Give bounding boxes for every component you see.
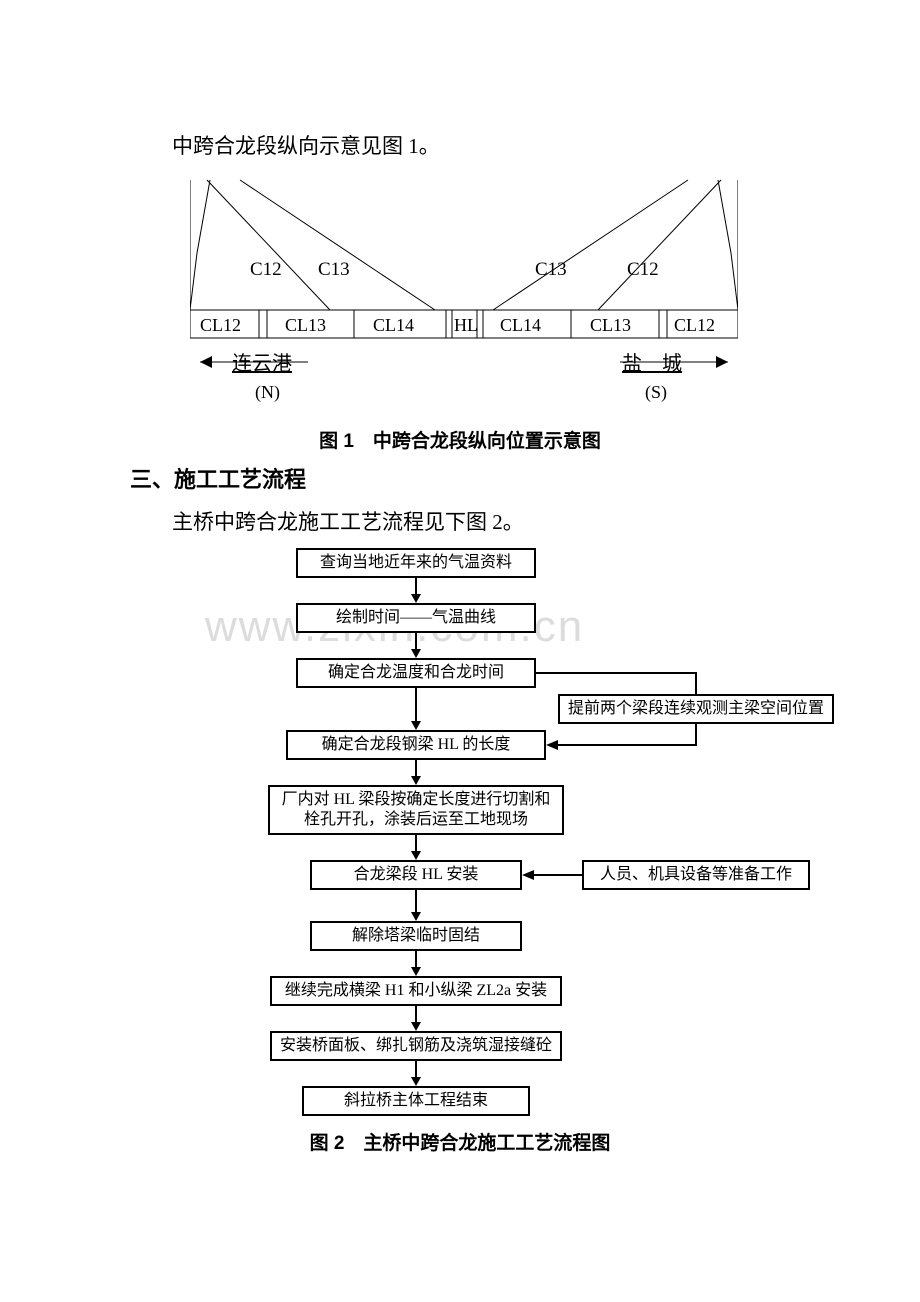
arrow-8-9 (410, 1006, 422, 1031)
fc-box-7: 解除塔梁临时固结 (310, 921, 522, 951)
fc-box-1: 查询当地近年来的气温资料 (296, 548, 536, 578)
caption-figure-2: 图 2 主桥中跨合龙施工工艺流程图 (0, 1128, 920, 1155)
arrow-9-10 (410, 1061, 422, 1086)
fc-box-10: 斜拉桥主体工程结束 (302, 1086, 530, 1116)
flowchart: 查询当地近年来的气温资料 绘制时间——气温曲线 确定合龙温度和合龙时间 确定合龙… (0, 548, 920, 1168)
arrow-2-3 (410, 633, 422, 658)
page: 中跨合龙段纵向示意见图 1。 C12 C13 C13 C12 (0, 0, 920, 1302)
diagram1-cell-4: CL14 (500, 315, 541, 335)
diagram1-cell-2: CL14 (373, 315, 414, 335)
arrow-6-7 (410, 890, 422, 921)
diagram-1: C12 C13 C13 C12 CL12 CL13 CL14 HL CL14 C… (190, 170, 738, 415)
arrow-5-6 (410, 835, 422, 860)
diagram1-cell-3: HL (454, 315, 478, 335)
paragraph-intro-2: 主桥中跨合龙施工工艺流程见下图 2。 (130, 504, 790, 542)
caption-figure-1: 图 1 中跨合龙段纵向位置示意图 (0, 426, 920, 453)
fc-box-8: 继续完成横梁 H1 和小纵梁 ZL2a 安装 (270, 976, 562, 1006)
diagram1-toplabel-3: C12 (627, 259, 659, 280)
diagram1-toplabel-1: C13 (318, 259, 350, 280)
fc-box-6: 合龙梁段 HL 安装 (310, 860, 522, 890)
diagram1-cell-1: CL13 (285, 315, 326, 335)
fc-side-2: 人员、机具设备等准备工作 (582, 860, 810, 890)
fc-box-4: 确定合龙段钢梁 HL 的长度 (286, 730, 546, 760)
arrow-3-4 (410, 688, 422, 730)
fc-box-5: 厂内对 HL 梁段按确定长度进行切割和栓孔开孔，涂装后运至工地现场 (268, 785, 564, 835)
fc-box-2: 绘制时间——气温曲线 (296, 603, 536, 633)
diagram1-left-name: 连云港 (232, 352, 292, 375)
fc-box-3: 确定合龙温度和合龙时间 (296, 658, 536, 688)
diagram1-right-name: 盐 城 (622, 352, 682, 375)
arrow-4-5 (410, 760, 422, 785)
arrow-7-8 (410, 951, 422, 976)
diagram1-right-code: (S) (645, 382, 667, 403)
diagram1-cell-0: CL12 (200, 315, 241, 335)
diagram1-cell-5: CL13 (590, 315, 631, 335)
fc-box-9: 安装桥面板、绑扎钢筋及浇筑湿接缝砼 (270, 1031, 562, 1061)
diagram1-left-code: (N) (255, 382, 280, 403)
paragraph-intro-1: 中跨合龙段纵向示意见图 1。 (130, 128, 790, 166)
arrow-1-2 (410, 578, 422, 603)
fc-side-1: 提前两个梁段连续观测主梁空间位置 (558, 694, 834, 724)
diagram1-toplabel-0: C12 (250, 259, 282, 280)
diagram1-toplabel-2: C13 (535, 259, 567, 280)
connector-side2 (522, 868, 582, 882)
diagram1-cell-6: CL12 (674, 315, 715, 335)
heading-section-3: 三、施工工艺流程 (130, 462, 306, 494)
